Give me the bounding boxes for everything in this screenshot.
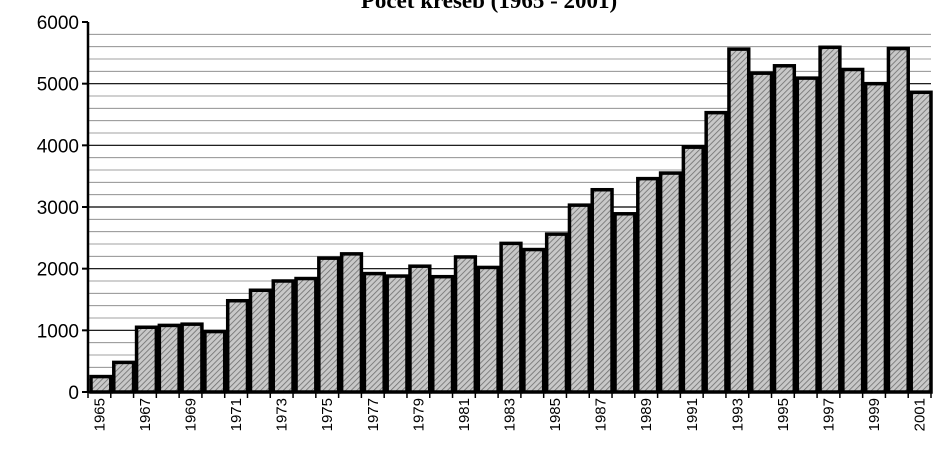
y-tick-label: 0 — [68, 383, 79, 404]
x-tick-label: 1989 — [638, 398, 655, 431]
y-tick-label: 6000 — [37, 13, 79, 34]
y-axis-ticks: 0 1000 2000 3000 4000 5000 6000 — [37, 13, 88, 404]
bar-1984 — [522, 247, 546, 394]
bar-1993 — [727, 47, 751, 394]
x-tick-label: 1977 — [365, 398, 382, 431]
y-tick-label: 1000 — [37, 321, 79, 342]
bar-2001 — [909, 90, 933, 394]
bar-1996 — [795, 76, 819, 394]
y-tick-label: 3000 — [37, 198, 79, 219]
bar-1966 — [112, 360, 136, 394]
x-tick-label: 2001 — [912, 398, 929, 431]
x-tick-label: 1971 — [228, 398, 245, 431]
bar-1972 — [248, 288, 273, 394]
bar-1979 — [408, 264, 432, 394]
bar-1998 — [841, 67, 865, 394]
x-tick-label: 1997 — [820, 398, 837, 431]
bar-1990 — [658, 171, 683, 394]
x-tick-label: 1983 — [502, 398, 519, 431]
bar-1991 — [681, 145, 705, 394]
bar-1967 — [134, 325, 159, 394]
bar-1965 — [89, 374, 113, 394]
bar-1975 — [317, 256, 341, 394]
x-tick-label: 1991 — [684, 398, 701, 431]
x-tick-label: 1985 — [547, 398, 564, 431]
bar-1989 — [636, 176, 660, 394]
bar-1983 — [499, 241, 523, 394]
x-tick-label: 1981 — [456, 398, 473, 431]
bar-2000 — [886, 46, 910, 394]
bar-1999 — [863, 81, 888, 394]
bar-1973 — [271, 279, 295, 394]
bar-1994 — [749, 71, 774, 394]
x-tick-label: 1965 — [91, 398, 108, 431]
bar-1981 — [453, 255, 478, 394]
bar-1978 — [385, 274, 409, 394]
x-tick-label: 1987 — [593, 398, 610, 431]
x-axis-ticks: 1965 1967 1969 1971 1973 1975 1977 1979 1981 1983… — [87, 392, 932, 431]
x-tick-label: 1975 — [319, 398, 336, 431]
chart-title: Počet kreseb (1965 - 2001) — [361, 0, 617, 13]
bar-1995 — [772, 64, 797, 394]
x-tick-label: 1967 — [137, 398, 154, 431]
bar-1997 — [818, 45, 842, 394]
x-tick-label: 1979 — [410, 398, 427, 431]
x-tick-label: 1973 — [274, 398, 291, 431]
bar-1987 — [590, 187, 614, 394]
bar-1988 — [613, 212, 637, 394]
bar-1976 — [339, 252, 364, 394]
bar-1974 — [294, 276, 318, 394]
y-tick-label: 2000 — [37, 260, 79, 281]
bar-1982 — [476, 265, 500, 394]
bar-1992 — [704, 110, 728, 394]
bar-1970 — [203, 329, 227, 394]
x-tick-label: 1993 — [729, 398, 746, 431]
y-tick-label: 4000 — [37, 136, 79, 157]
bar-1980 — [431, 274, 455, 394]
bar-1977 — [362, 271, 386, 394]
x-tick-label: 1999 — [866, 398, 883, 431]
y-tick-label: 5000 — [37, 75, 79, 96]
bar-1985 — [544, 232, 569, 394]
bar-1968 — [157, 323, 181, 394]
x-tick-label: 1969 — [183, 398, 200, 431]
bar-1986 — [567, 203, 591, 394]
bar-1971 — [225, 298, 250, 394]
x-tick-label: 1995 — [775, 398, 792, 431]
bars — [89, 45, 933, 394]
bar-1969 — [180, 322, 204, 394]
